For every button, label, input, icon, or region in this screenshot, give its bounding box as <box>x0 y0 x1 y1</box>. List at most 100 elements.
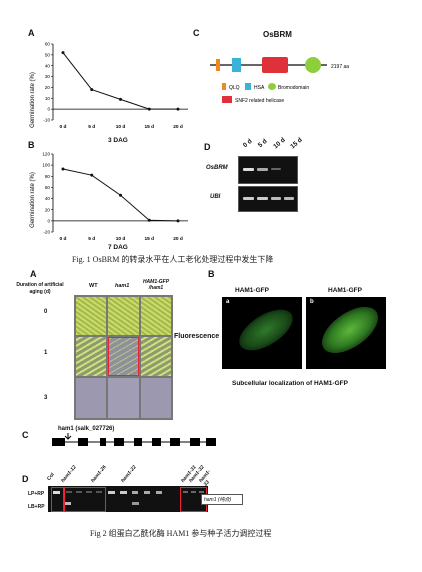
data-point <box>147 218 151 222</box>
gene-exon <box>52 438 65 446</box>
gel-band <box>257 168 268 171</box>
osbrm-title: OsBRM <box>263 30 292 39</box>
x-tick-label: 20 d <box>173 236 183 242</box>
plate-ham1-3d <box>108 378 139 418</box>
fig1-panel-b-letter: B <box>28 140 35 150</box>
gel-band <box>86 491 92 493</box>
plate-complement-0d <box>141 297 171 335</box>
gel-band <box>243 197 254 200</box>
y-tick-label: 0 <box>47 107 50 112</box>
fig2-a-row-3: 3 <box>44 395 48 401</box>
legend-bromo-label: Bromodomain <box>278 85 309 91</box>
tdna-insertion-arrow <box>64 433 72 440</box>
x-tick-label: 10 d <box>116 236 126 242</box>
gel-band <box>120 491 127 494</box>
y-tick-label: 50 <box>45 52 51 57</box>
x-tick-label: 15 d <box>144 236 154 242</box>
fig1-b-ylabel: Germination rate (%) <box>30 172 36 228</box>
gfp-fluorescence-image-b: b <box>306 297 386 369</box>
gene-exon <box>152 438 161 446</box>
fig1-chart-b: Germination rate (%) -20 0 20 40 60 80 100 120 0… <box>30 152 188 242</box>
fig2-d-lane-label: Col <box>46 471 56 482</box>
fig1-b-dag-label: 7 DAG <box>108 244 128 251</box>
y-tick-label: 20 <box>45 85 51 90</box>
y-tick-label: 40 <box>45 196 51 201</box>
fig1-d-lane-label: 5 d <box>256 137 269 150</box>
plate-ham1-0d <box>108 297 139 335</box>
gel-band <box>53 491 60 494</box>
fig2-a-row-0: 0 <box>44 309 48 315</box>
fig2-a-col-complement: HAM1-GFP /ham1 <box>142 279 170 291</box>
gel-band <box>243 168 254 171</box>
fig2-panel-d-letter: D <box>22 474 29 484</box>
gfp-image-a-letter: a <box>226 299 230 305</box>
gel-band <box>64 502 71 505</box>
x-tick-label: 15 d <box>144 124 154 130</box>
y-tick-label: -20 <box>43 230 50 235</box>
plate-complement-1d <box>141 337 171 376</box>
gel-band <box>76 491 82 493</box>
fig2-d-lane-label: ham1-26 <box>90 464 108 484</box>
y-tick-label: 60 <box>45 185 51 190</box>
gel-band <box>96 491 102 493</box>
data-point <box>176 219 180 223</box>
bromodomain <box>305 57 321 73</box>
plate-wt-1d <box>76 337 106 376</box>
fig1-panel-d-letter: D <box>204 142 211 152</box>
snf2-domain <box>262 57 288 73</box>
fig1-panel-c-letter: C <box>193 28 200 38</box>
gene-exon <box>190 438 200 446</box>
ham1-allele-label: ham1 (salk_027726) <box>58 426 115 432</box>
gel-band <box>66 491 72 493</box>
fig2-d-row-label-lbrp: LB+RP <box>28 504 45 510</box>
data-point <box>90 88 94 92</box>
fluorescence-label: Fluorescence <box>174 333 220 340</box>
osbrm-length-label: 2197 aa <box>331 64 349 70</box>
x-tick-label: 0 d <box>60 124 67 130</box>
osbrm-domain-diagram: 2197 aa QLQ HSA Bromodomain SNF2 related… <box>210 57 349 104</box>
fig1-chart-a: Germination rate (%) -10 0 10 20 30 40 50 60 0 d… <box>30 42 188 130</box>
y-tick-label: -10 <box>43 118 50 123</box>
y-tick-label: 30 <box>45 74 51 79</box>
y-tick-label: 80 <box>45 174 51 179</box>
plate-wt-3d <box>76 378 106 418</box>
fig1-panel-a-letter: A <box>28 28 35 38</box>
gel-band <box>191 491 196 493</box>
fig1-d-row-label-osbrm: OsBRM <box>206 165 228 171</box>
highlight-box <box>64 487 106 512</box>
ham1-homozygous-label: ham1 (纯合) <box>204 497 232 503</box>
y-tick-label: 0 <box>47 218 50 223</box>
data-point <box>90 173 94 177</box>
legend-hsa-label: HSA <box>254 85 265 91</box>
gfp-image-b-title: HAM1-GFP <box>328 287 362 294</box>
gfp-image-a-title: HAM1-GFP <box>235 287 269 294</box>
seed-embryo-glow <box>314 297 386 363</box>
fig2-d-row-label-lprp: LP+RP <box>28 491 45 497</box>
fig1-d-lane-labels: 0 d 5 d 10 d 15 d <box>235 132 345 152</box>
gel-band <box>271 197 281 200</box>
data-point <box>61 167 65 171</box>
fig2-d-lane-label: ham1-12 <box>60 464 78 484</box>
legend-bromo-swatch <box>268 83 276 90</box>
gel-band <box>108 491 115 494</box>
genotyping-gel-image <box>48 486 208 512</box>
x-tick-label: 0 d <box>60 236 67 242</box>
x-tick-label: 5 d <box>88 124 95 130</box>
gel-band <box>271 168 281 170</box>
fig2-a-col-ham1: ham1 <box>115 283 130 289</box>
y-tick-label: 120 <box>42 152 50 157</box>
fig1-a-ylabel: Germination rate (%) <box>30 72 36 128</box>
plate-complement-3d <box>141 378 171 418</box>
data-point <box>176 107 180 111</box>
fig2-a-duration-label: Duration of artificial aging (d) <box>16 282 64 295</box>
gene-exon <box>134 438 142 446</box>
highlight-box <box>51 487 64 512</box>
osbrm-gel-image <box>238 156 298 184</box>
gel-band <box>199 491 204 493</box>
data-point <box>61 51 65 55</box>
gel-band <box>144 491 150 494</box>
data-point <box>119 193 122 197</box>
gene-exon <box>206 438 216 446</box>
y-tick-label: 40 <box>45 63 51 68</box>
ham1-homozygous-box: ham1 (纯合) <box>201 494 243 505</box>
